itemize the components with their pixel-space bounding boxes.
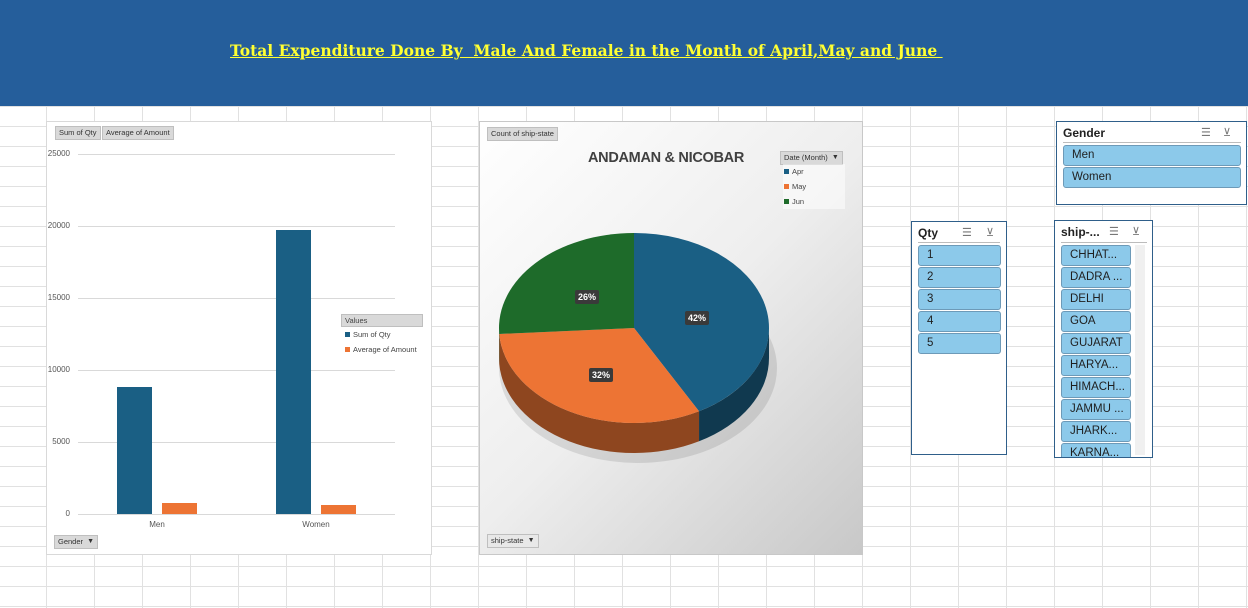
- clear-filter-icon[interactable]: ⊻: [986, 227, 995, 239]
- slicer-title: ship-...: [1061, 225, 1100, 239]
- clear-filter-icon[interactable]: ⊻: [1223, 127, 1232, 139]
- data-label-jun: 26%: [575, 290, 600, 304]
- bar-women-series-1[interactable]: [321, 505, 356, 514]
- data-label-apr: 42%: [685, 311, 710, 325]
- multi-select-icon[interactable]: ☰: [962, 227, 972, 239]
- x-category-label: Men: [149, 520, 165, 529]
- pie-side-apr: [699, 328, 769, 442]
- y-tick-label: 5000: [52, 437, 70, 446]
- y-tick-label: 0: [65, 509, 70, 518]
- legend-item-sum-of-qty: Sum of Qty: [341, 327, 423, 342]
- legend-label: Sum of Qty: [353, 330, 391, 339]
- gender-slicer[interactable]: Gender ☰ ⊻ Men Women: [1056, 121, 1247, 205]
- legend-swatch: [784, 199, 789, 204]
- ship-state-slicer[interactable]: ship-... ☰ ⊻ CHHAT... DADRA ... DELHI GO…: [1054, 220, 1153, 458]
- gridline: [78, 442, 395, 443]
- slicer-title: Qty: [918, 226, 939, 240]
- count-ship-state-button[interactable]: Count of ship-state: [487, 127, 558, 141]
- legend-label: Jun: [792, 197, 805, 206]
- slicer-item-delhi[interactable]: DELHI: [1061, 289, 1131, 310]
- bar-men-series-0[interactable]: [117, 387, 152, 514]
- legend-title: Values: [341, 314, 423, 327]
- title-banner: Total Expenditure Done By Male And Femal…: [0, 0, 1248, 106]
- pie-chart-title: ANDAMAN & NICOBAR: [588, 150, 745, 166]
- legend-item-apr: Apr: [783, 164, 845, 179]
- slicer-item-jammu[interactable]: JAMMU ...: [1061, 399, 1131, 420]
- clear-filter-icon[interactable]: ⊻: [1132, 226, 1141, 238]
- slicer-item-chhattisgarh[interactable]: CHHAT...: [1061, 245, 1131, 266]
- data-label-may: 32%: [589, 368, 614, 382]
- dashboard-title: Total Expenditure Done By Male And Femal…: [230, 41, 943, 60]
- slicer-item-qty-5[interactable]: 5: [918, 333, 1001, 354]
- legend-label: Apr: [792, 167, 804, 176]
- gridline: [78, 514, 395, 515]
- slicer-title: Gender: [1063, 126, 1106, 140]
- qty-slicer[interactable]: Qty ☰ ⊻ 1 2 3 4 5: [911, 221, 1007, 455]
- field-button-average-amount[interactable]: Average of Amount: [102, 126, 174, 140]
- y-tick-label: 10000: [47, 365, 70, 374]
- gridline: [78, 226, 395, 227]
- legend-item-jun: Jun: [783, 194, 845, 209]
- slicer-item-dadra[interactable]: DADRA ...: [1061, 267, 1131, 288]
- slicer-item-himachal[interactable]: HIMACH...: [1061, 377, 1131, 398]
- slicer-scrollbar[interactable]: [1135, 245, 1145, 455]
- ship-state-field-button[interactable]: ship-state ▼: [487, 534, 539, 548]
- dropdown-arrow-icon: ▼: [831, 154, 839, 161]
- slicer-divider: [1061, 242, 1147, 243]
- legend-swatch: [784, 169, 789, 174]
- slicer-divider: [918, 242, 1000, 243]
- gender-axis-field-label: Gender: [58, 537, 84, 546]
- bar-chart[interactable]: [46, 121, 432, 555]
- legend-item-average-amount: Average of Amount: [341, 342, 423, 357]
- legend-label: May: [792, 182, 807, 191]
- slicer-item-karnataka[interactable]: KARNA...: [1061, 443, 1131, 457]
- slicer-item-qty-1[interactable]: 1: [918, 245, 1001, 266]
- pie-plot: [499, 233, 777, 463]
- dropdown-arrow-icon: ▼: [87, 538, 95, 545]
- legend-item-may: May: [783, 179, 845, 194]
- dropdown-arrow-icon: ▼: [527, 537, 535, 544]
- pie-side-may: [499, 333, 700, 453]
- bar-women-series-0[interactable]: [276, 230, 311, 514]
- slicer-item-goa[interactable]: GOA: [1061, 311, 1131, 332]
- gridline: [78, 370, 395, 371]
- multi-select-icon[interactable]: ☰: [1109, 226, 1119, 238]
- slicer-item-gujarat[interactable]: GUJARAT: [1061, 333, 1131, 354]
- pie-slice-jun[interactable]: [499, 233, 634, 334]
- y-tick-label: 20000: [47, 221, 70, 230]
- legend-swatch: [345, 332, 350, 337]
- ship-state-label: ship-state: [491, 536, 524, 545]
- slicer-item-jharkhand[interactable]: JHARK...: [1061, 421, 1131, 442]
- field-button-sum-of-qty[interactable]: Sum of Qty: [55, 126, 101, 140]
- legend-swatch: [345, 347, 350, 352]
- slicer-item-haryana[interactable]: HARYA...: [1061, 355, 1131, 376]
- slicer-divider: [1063, 142, 1241, 143]
- slicer-item-qty-3[interactable]: 3: [918, 289, 1001, 310]
- y-tick-label: 25000: [47, 149, 70, 158]
- legend-label: Average of Amount: [353, 345, 417, 354]
- gridline: [78, 154, 395, 155]
- gender-axis-field-button[interactable]: Gender ▼: [54, 535, 99, 549]
- slicer-item-women[interactable]: Women: [1063, 167, 1241, 188]
- date-month-label: Date (Month): [784, 153, 828, 162]
- y-tick-label: 15000: [47, 293, 70, 302]
- slicer-item-qty-4[interactable]: 4: [918, 311, 1001, 332]
- bar-chart-legend: Values Sum of Qty Average of Amount: [341, 314, 423, 357]
- slicer-item-qty-2[interactable]: 2: [918, 267, 1001, 288]
- gridline: [78, 298, 395, 299]
- slicer-item-men[interactable]: Men: [1063, 145, 1241, 166]
- legend-swatch: [784, 184, 789, 189]
- bar-men-series-1[interactable]: [162, 503, 197, 514]
- pie-legend: Apr May Jun: [783, 164, 845, 209]
- x-category-label: Women: [302, 520, 330, 529]
- multi-select-icon[interactable]: ☰: [1201, 127, 1211, 139]
